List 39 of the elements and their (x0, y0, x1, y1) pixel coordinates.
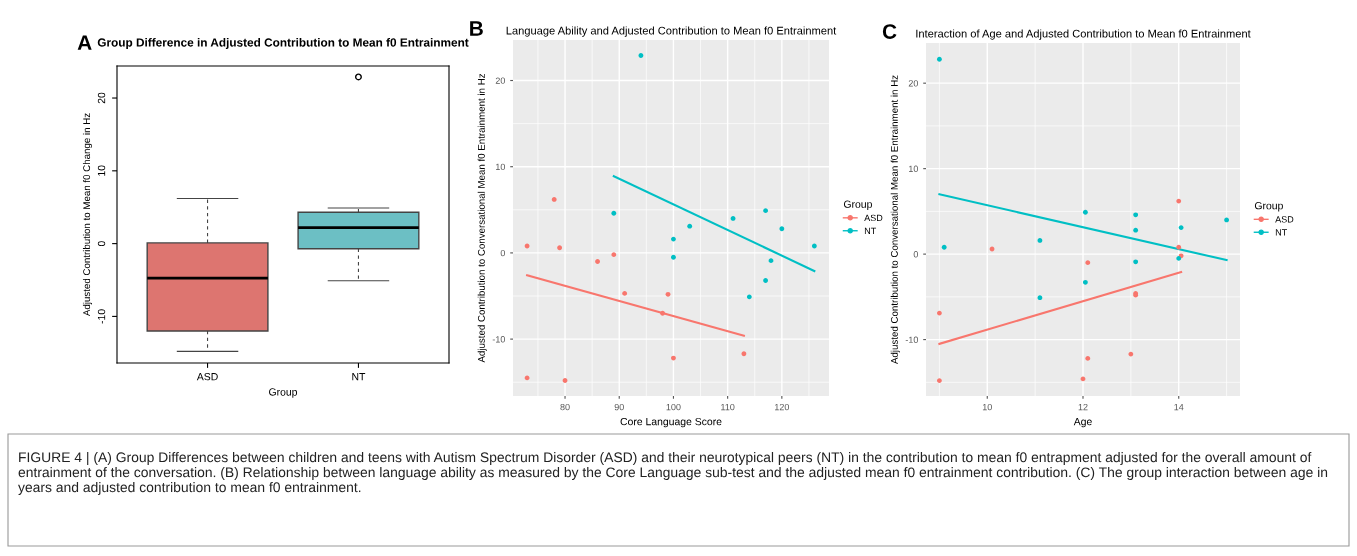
legend-label: NT (1275, 229, 1287, 236)
x-tick-label: 90 (614, 403, 624, 411)
y-axis-title: Adjusted Contribution to Conversational Mean f0 Entrainment in Hz (890, 75, 900, 365)
legend-title: Group (843, 200, 872, 210)
legend-title: Group (1254, 201, 1283, 212)
text: B (470, 21, 483, 36)
y-tick-label: 20 (908, 80, 919, 87)
x-tick-label: 120 (775, 403, 790, 411)
x-tick-label: 100 (666, 403, 681, 411)
x-axis-title: Age (1073, 417, 1092, 428)
x-tick-label: 110 (721, 403, 735, 411)
caption: FIGURE 4 | (A) Group Differences between children and teens with Autism Spectrum Disorder (ASD) and their neurotypical peers (NT) in the contribution to mean f0 entrapment adjusted for the overall amount of entrainment of the conversation. (B) Relationship between language ability as measured by the Core Language sub-test and the adjusted mean f0 entrainment contribution. (C) The group interaction between age in years and adjusted contribution to mean f0 entrainment. (18, 452, 1328, 495)
x-axis-title: Core Language Score (620, 417, 722, 428)
y-tick-label: 0 (500, 249, 506, 257)
y-tick-label: -10 (492, 336, 506, 343)
y-tick-label: -10 (97, 309, 106, 324)
text: C (882, 24, 897, 39)
x-tick-label: 10 (982, 403, 992, 411)
chart-title: Language Ability and Adjusted Contribution to Mean f0 Entrainment (506, 26, 837, 37)
chart-title: Interaction of Age and Adjusted Contribution to Mean f0 Entrainment (916, 29, 1251, 40)
x-tick-label: 12 (1078, 403, 1088, 411)
y-tick-label: 0 (913, 251, 919, 258)
x-tick-label: 80 (560, 403, 570, 411)
x-tick-label: 14 (1174, 403, 1184, 411)
y-tick-label: 20 (495, 77, 506, 84)
y-tick-label: 0 (97, 241, 106, 247)
y-tick-label: -10 (905, 336, 919, 343)
legend-label: NT (864, 227, 877, 234)
text: A (77, 35, 92, 50)
y-tick-label: 20 (97, 92, 106, 104)
y-tick-label: 10 (97, 165, 106, 176)
y-axis-title: Adjusted Contribution to Conversational Mean f0 Entrainment in Hz (477, 73, 487, 363)
y-tick-label: 10 (496, 163, 506, 171)
y-tick-label: 10 (909, 165, 919, 172)
y-axis-title: Adjusted Contribution to Mean f0 Change in Hz (82, 113, 93, 317)
chart-title: Group Difference in Adjusted Contribution to Mean f0 Entrainment (97, 38, 469, 50)
legend-label: ASD (864, 214, 883, 222)
x-axis-title: Group (269, 388, 298, 398)
legend-label: ASD (1275, 216, 1294, 223)
